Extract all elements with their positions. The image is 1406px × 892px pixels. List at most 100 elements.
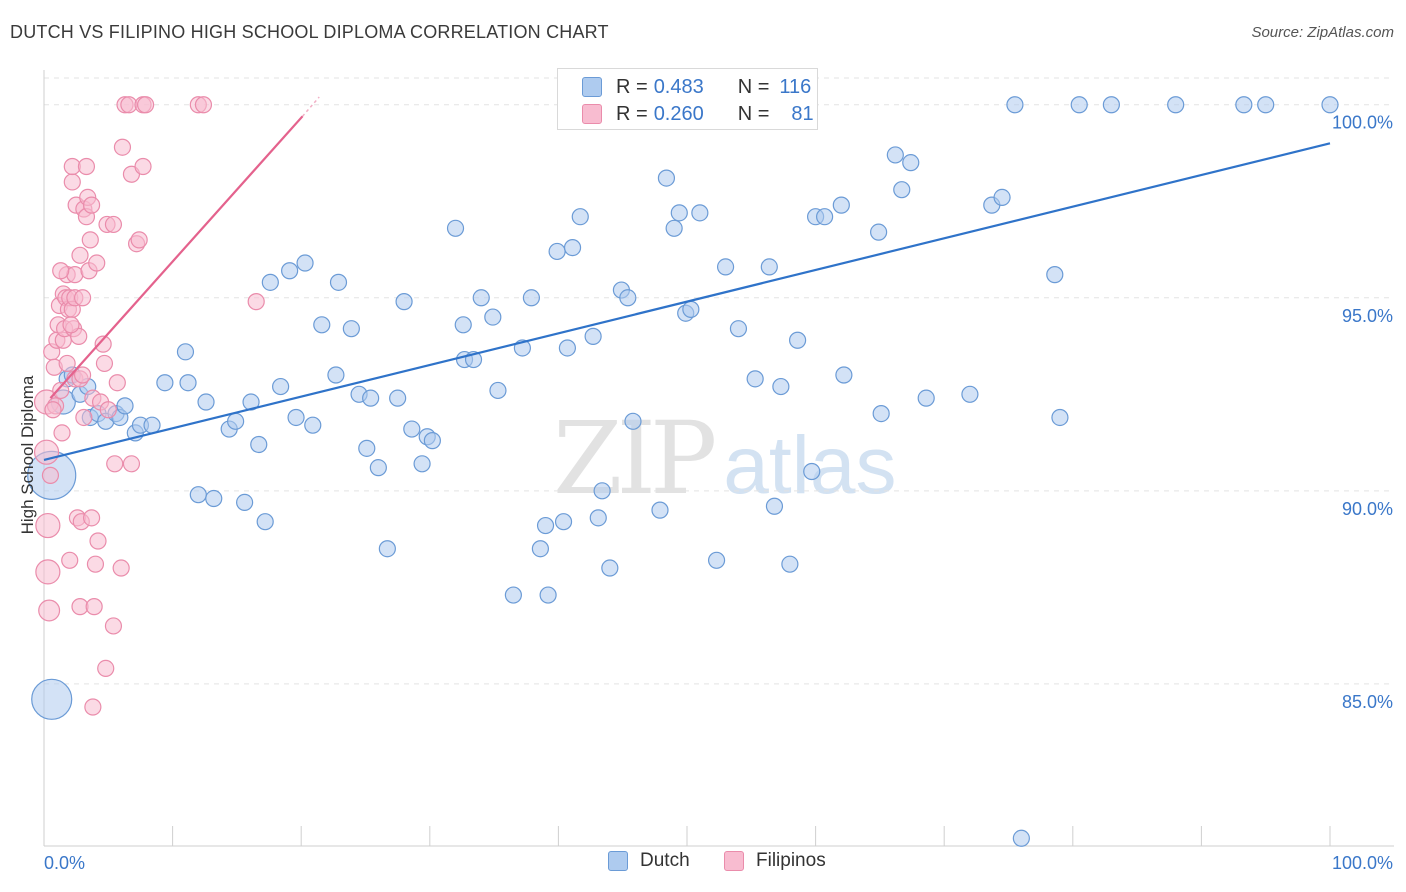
filipino-point xyxy=(44,401,62,419)
legend-row-dutch: R = 0.483 N = 116 xyxy=(582,75,811,99)
filipinos-r-label: R = xyxy=(616,102,648,125)
dutch-point xyxy=(835,366,853,384)
dutch-point xyxy=(403,420,421,438)
dutch-point xyxy=(619,289,637,307)
filipino-point xyxy=(53,424,71,442)
dutch-point xyxy=(729,320,748,338)
x-tick-label: 0.0% xyxy=(44,853,85,873)
y-axis-label: High School Diploma xyxy=(18,375,37,535)
filipino-point xyxy=(99,401,117,419)
filipinos-swatch-icon xyxy=(582,104,602,124)
filipino-point xyxy=(86,555,105,573)
filipinos-legend-icon xyxy=(724,851,744,871)
filipinos-legend-label: Filipinos xyxy=(756,850,826,871)
filipino-point xyxy=(194,96,213,114)
filipino-point xyxy=(35,559,61,585)
dutch-point xyxy=(624,412,642,430)
filipino-point xyxy=(61,551,79,569)
dutch-point xyxy=(156,374,174,392)
dutch-point xyxy=(803,462,821,481)
filipino-point xyxy=(84,698,102,716)
dutch-point xyxy=(657,169,676,187)
bottom-legend-filipinos: Filipinos xyxy=(724,850,826,872)
dutch-point xyxy=(548,242,566,261)
dutch-point xyxy=(691,204,709,222)
dutch-n-value: 116 xyxy=(779,75,812,98)
bottom-legend-dutch: Dutch xyxy=(608,850,690,872)
dutch-point xyxy=(454,316,472,334)
dutch-point xyxy=(917,389,935,407)
dutch-point xyxy=(816,208,834,226)
filipinos-n-label: N = xyxy=(737,102,770,125)
filipino-point xyxy=(75,408,93,427)
dutch-point xyxy=(1257,96,1275,114)
filipino-point xyxy=(35,512,61,539)
dutch-point xyxy=(558,339,577,357)
dutch-legend-label: Dutch xyxy=(640,850,690,871)
dutch-point xyxy=(358,439,376,457)
dutch-point xyxy=(593,482,611,500)
filipino-trend-extension xyxy=(301,96,320,117)
dutch-point xyxy=(707,551,726,569)
dutch-point xyxy=(446,219,465,237)
dutch-point xyxy=(772,377,790,396)
filipino-point xyxy=(63,173,81,191)
dutch-point xyxy=(423,432,441,450)
filipino-point xyxy=(71,246,89,264)
dutch-point xyxy=(961,385,979,403)
y-tick-label: 90.0% xyxy=(1342,499,1393,519)
dutch-point xyxy=(531,540,549,558)
source-note: Source: ZipAtlas.com xyxy=(1251,24,1394,41)
dutch-point xyxy=(205,489,223,508)
legend-row-filipinos: R = 0.260 N = 81 xyxy=(582,102,814,126)
dutch-point xyxy=(571,208,589,226)
dutch-point xyxy=(760,258,778,276)
dutch-point xyxy=(1167,96,1185,114)
dutch-point xyxy=(256,513,274,531)
dutch-point xyxy=(143,416,161,434)
dutch-point xyxy=(1012,829,1030,847)
dutch-point xyxy=(329,273,348,291)
correlation-legend: R = 0.483 N = 116 R = 0.260 N = 81 xyxy=(557,68,818,130)
dutch-point xyxy=(342,320,360,338)
dutch-point xyxy=(893,181,911,199)
filipino-point xyxy=(104,617,123,635)
filipino-point xyxy=(82,509,101,527)
dutch-n-label: N = xyxy=(737,75,770,98)
dutch-point xyxy=(287,408,305,427)
dutch-point xyxy=(116,397,134,415)
filipino-point xyxy=(247,293,265,311)
dutch-point xyxy=(563,238,582,257)
filipinos-n-value: 81 xyxy=(791,102,814,125)
dutch-point xyxy=(870,223,888,241)
dutch-point xyxy=(369,459,387,477)
filipino-point xyxy=(104,215,123,234)
dutch-point xyxy=(601,559,619,577)
dutch-point xyxy=(296,254,314,272)
filipino-point xyxy=(81,231,99,249)
dutch-point xyxy=(413,455,431,473)
dutch-point xyxy=(378,540,396,558)
dutch-point xyxy=(1046,266,1064,284)
dutch-point xyxy=(31,678,73,720)
filipino-point xyxy=(73,289,92,307)
dutch-point xyxy=(746,370,764,388)
dutch-point xyxy=(389,389,407,407)
dutch-point xyxy=(902,154,920,172)
filipino-point xyxy=(97,659,115,678)
dutch-point xyxy=(993,188,1011,207)
dutch-point xyxy=(1070,96,1088,114)
filipino-trend-line xyxy=(49,115,304,399)
dutch-point xyxy=(227,412,245,430)
dutch-point xyxy=(536,516,555,535)
dutch-point xyxy=(362,389,380,407)
filipino-point xyxy=(58,354,76,373)
filipino-point xyxy=(88,254,106,272)
dutch-point xyxy=(554,513,573,531)
filipino-point xyxy=(122,455,141,473)
dutch-point xyxy=(670,204,688,222)
dutch-point xyxy=(765,497,784,515)
dutch-point xyxy=(189,486,207,504)
dutch-trend-line xyxy=(43,142,1331,461)
filipino-point xyxy=(95,354,114,373)
